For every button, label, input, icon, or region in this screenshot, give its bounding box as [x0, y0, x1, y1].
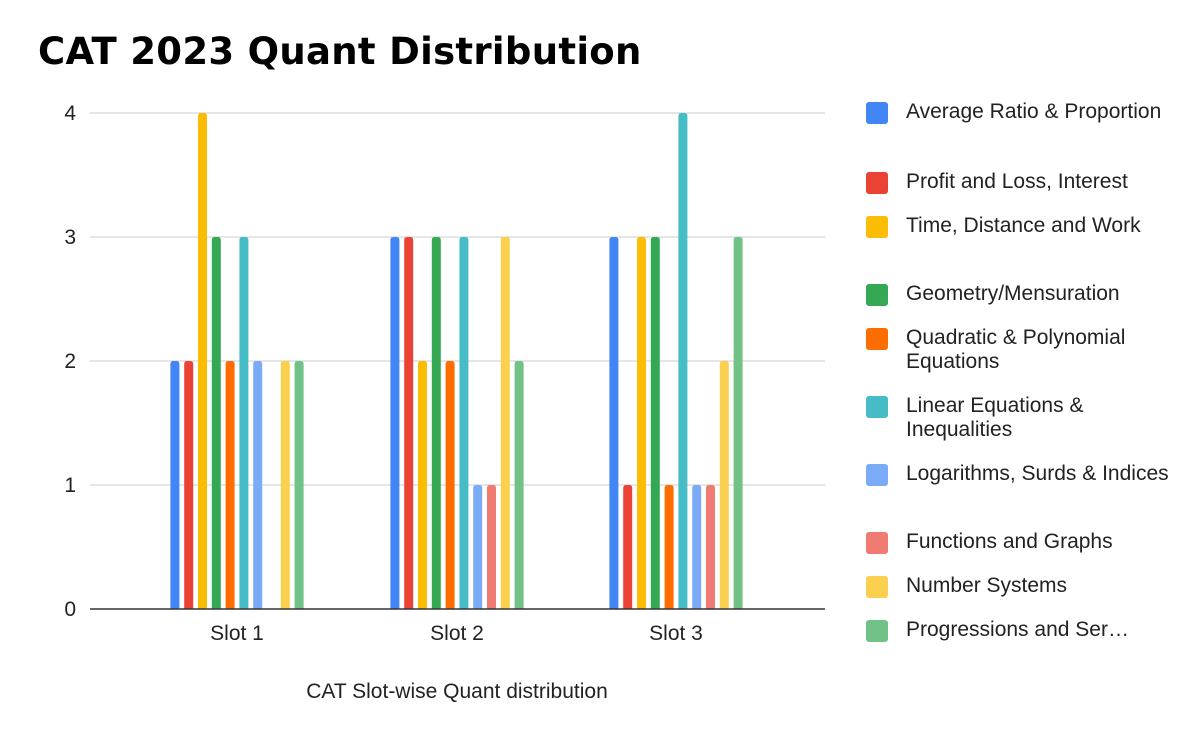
- legend-label: Time, Distance and Work: [906, 214, 1141, 237]
- bar: [431, 237, 441, 609]
- legend-item: Number Systems: [866, 574, 1176, 598]
- bar: [706, 485, 715, 609]
- legend-swatch: [866, 102, 888, 124]
- legend-item: Geometry/Mensuration: [866, 282, 1176, 306]
- x-tick-label: Slot 2: [430, 622, 484, 645]
- bar: [445, 361, 455, 609]
- bar: [390, 237, 400, 609]
- legend-swatch: [866, 284, 888, 306]
- legend-label: Progressions and Ser…: [906, 618, 1129, 641]
- y-tick-label: 0: [64, 598, 76, 621]
- bar: [239, 237, 249, 609]
- bar: [719, 361, 729, 609]
- bar: [184, 361, 194, 609]
- bar: [170, 361, 180, 609]
- bar: [692, 485, 702, 609]
- bar: [253, 361, 263, 609]
- bar: [487, 485, 496, 609]
- legend-item: Profit and Loss, Interest: [866, 170, 1176, 194]
- bar: [514, 361, 524, 609]
- bar: [294, 361, 304, 609]
- legend-label: Linear Equations & Inequalities: [906, 394, 1084, 441]
- legend-label: Number Systems: [906, 574, 1068, 597]
- legend-label: Quadratic & Polynomial Equations: [906, 326, 1126, 373]
- bar: [623, 485, 633, 609]
- y-axis-ticks: 0 1 2 3 4: [64, 102, 76, 621]
- legend-label: Logarithms, Surds & Indices: [906, 462, 1169, 485]
- x-tick-label: Slot 3: [649, 622, 703, 645]
- y-tick-label: 4: [64, 102, 76, 125]
- legend-swatch: [866, 328, 888, 350]
- legend-item: Linear Equations & Inequalities: [866, 394, 1176, 442]
- x-axis-ticks: Slot 1 Slot 2 Slot 3: [210, 622, 703, 645]
- plot-area: 0 1 2 3 4 Slot 1 Slot 2 Slot 3 CAT Slot-wise Q…: [64, 102, 825, 703]
- y-tick-label: 2: [64, 350, 76, 373]
- legend-swatch: [866, 620, 888, 642]
- legend-swatch: [866, 532, 888, 554]
- legend-label: Functions and Graphs: [906, 530, 1113, 553]
- bar: [225, 361, 235, 609]
- bar: [198, 113, 207, 609]
- y-tick-label: 3: [64, 226, 76, 249]
- bar: [473, 485, 483, 609]
- bar: [500, 237, 510, 609]
- bar: [664, 485, 674, 609]
- bar: [418, 361, 427, 609]
- legend-item: Quadratic & Polynomial Equations: [866, 326, 1176, 374]
- bar: [637, 237, 646, 609]
- bar: [280, 361, 290, 609]
- legend-item: Functions and Graphs: [866, 530, 1176, 554]
- bar: [609, 237, 619, 609]
- legend-swatch: [866, 396, 888, 418]
- legend-item: Average Ratio & Proportion: [866, 100, 1176, 124]
- legend-swatch: [866, 172, 888, 194]
- legend-swatch: [866, 576, 888, 598]
- legend-label: Profit and Loss, Interest: [906, 170, 1128, 193]
- y-tick-label: 1: [64, 474, 76, 497]
- bar: [733, 237, 743, 609]
- x-axis-title: CAT Slot-wise Quant distribution: [306, 680, 608, 703]
- x-tick-label: Slot 1: [210, 622, 264, 645]
- legend-swatch: [866, 464, 888, 486]
- legend-swatch: [866, 216, 888, 238]
- bars: [170, 113, 743, 609]
- legend-label: Average Ratio & Proportion: [906, 100, 1162, 123]
- legend-item: Progressions and Ser…: [866, 618, 1176, 642]
- legend-item: Time, Distance and Work: [866, 214, 1176, 238]
- bar: [650, 237, 660, 609]
- legend-item: Logarithms, Surds & Indices: [866, 462, 1176, 486]
- bar: [211, 237, 221, 609]
- legend-label: Geometry/Mensuration: [906, 282, 1120, 305]
- bar: [678, 113, 688, 609]
- bar: [404, 237, 414, 609]
- bar: [459, 237, 469, 609]
- chart-title: CAT 2023 Quant Distribution: [38, 30, 642, 73]
